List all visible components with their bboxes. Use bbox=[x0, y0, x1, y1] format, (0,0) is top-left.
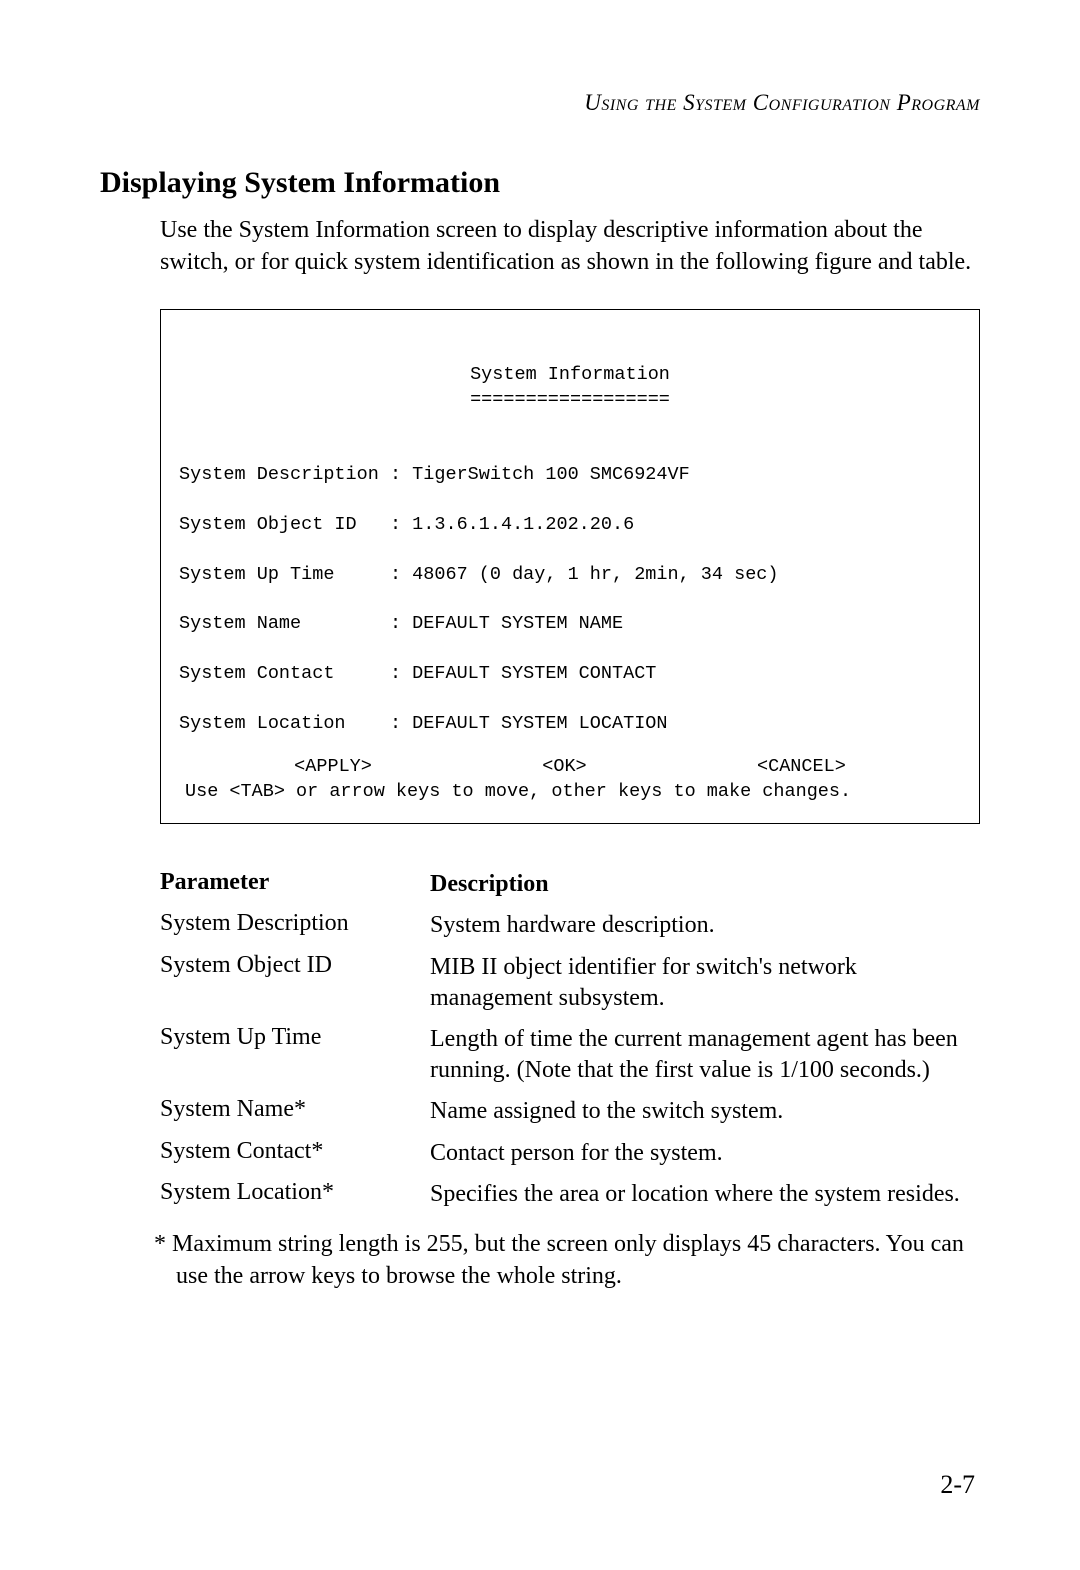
terminal-value: 48067 (0 day, 1 hr, 2min, 34 sec) bbox=[412, 564, 778, 585]
terminal-value: DEFAULT SYSTEM CONTACT bbox=[412, 663, 656, 684]
section-title: Displaying System Information bbox=[100, 166, 980, 200]
ok-button[interactable]: <OK> bbox=[542, 755, 586, 780]
header-parameter: Parameter bbox=[160, 869, 430, 900]
terminal-value: 1.3.6.1.4.1.202.20.6 bbox=[412, 514, 634, 535]
footnote: * Maximum string length is 255, but the … bbox=[140, 1228, 980, 1293]
terminal-title: System Information ================== bbox=[179, 363, 961, 413]
terminal-underline: ================== bbox=[470, 389, 670, 410]
param-name: System Object ID bbox=[160, 952, 430, 979]
table-row: System Description System hardware descr… bbox=[160, 910, 980, 941]
param-desc: MIB II object identifier for switch's ne… bbox=[430, 952, 980, 1014]
param-name: System Up Time bbox=[160, 1024, 430, 1051]
cancel-button[interactable]: <CANCEL> bbox=[757, 755, 846, 780]
terminal-title-text: System Information bbox=[470, 364, 670, 385]
terminal-row: System Name : DEFAULT SYSTEM NAME bbox=[179, 613, 623, 634]
terminal-label: System Name bbox=[179, 613, 390, 634]
param-name: System Description bbox=[160, 910, 430, 937]
terminal-row: System Object ID : 1.3.6.1.4.1.202.20.6 bbox=[179, 514, 634, 535]
terminal-row: System Contact : DEFAULT SYSTEM CONTACT bbox=[179, 663, 656, 684]
table-row: System Name* Name assigned to the switch… bbox=[160, 1096, 980, 1127]
param-desc: System hardware description. bbox=[430, 910, 980, 941]
terminal-value: DEFAULT SYSTEM LOCATION bbox=[412, 713, 667, 734]
param-desc: Name assigned to the switch system. bbox=[430, 1096, 980, 1127]
terminal-hint: Use <TAB> or arrow keys to move, other k… bbox=[179, 780, 961, 805]
table-row: System Object ID MIB II object identifie… bbox=[160, 952, 980, 1014]
param-desc: Contact person for the system. bbox=[430, 1138, 980, 1169]
param-name: System Contact* bbox=[160, 1138, 430, 1165]
intro-paragraph: Use the System Information screen to dis… bbox=[160, 214, 980, 279]
apply-button[interactable]: <APPLY> bbox=[294, 755, 372, 780]
table-row: System Contact* Contact person for the s… bbox=[160, 1138, 980, 1169]
terminal-row: System Description : TigerSwitch 100 SMC… bbox=[179, 464, 690, 485]
terminal-value: DEFAULT SYSTEM NAME bbox=[412, 613, 623, 634]
param-name: System Name* bbox=[160, 1096, 430, 1123]
page-number: 2-7 bbox=[940, 1470, 975, 1500]
parameter-table: Parameter Description System Description… bbox=[160, 869, 980, 1210]
terminal-label: System Contact bbox=[179, 663, 390, 684]
table-header-row: Parameter Description bbox=[160, 869, 980, 900]
param-name: System Location* bbox=[160, 1179, 430, 1206]
terminal-screen: System Information ================== Sy… bbox=[160, 309, 980, 824]
param-desc: Specifies the area or location where the… bbox=[430, 1179, 980, 1210]
running-head: Using the System Configuration Program bbox=[100, 90, 980, 116]
terminal-row: System Location : DEFAULT SYSTEM LOCATIO… bbox=[179, 713, 668, 734]
page: Using the System Configuration Program D… bbox=[0, 0, 1080, 1570]
param-desc: Length of time the current management ag… bbox=[430, 1024, 980, 1086]
terminal-label: System Object ID bbox=[179, 514, 390, 535]
terminal-value: TigerSwitch 100 SMC6924VF bbox=[412, 464, 690, 485]
terminal-row: System Up Time : 48067 (0 day, 1 hr, 2mi… bbox=[179, 564, 779, 585]
table-row: System Location* Specifies the area or l… bbox=[160, 1179, 980, 1210]
terminal-label: System Up Time bbox=[179, 564, 390, 585]
terminal-button-row: <APPLY> <OK> <CANCEL> bbox=[179, 755, 961, 780]
terminal-label: System Location bbox=[179, 713, 390, 734]
table-row: System Up Time Length of time the curren… bbox=[160, 1024, 980, 1086]
header-description: Description bbox=[430, 869, 980, 900]
terminal-label: System Description bbox=[179, 464, 390, 485]
